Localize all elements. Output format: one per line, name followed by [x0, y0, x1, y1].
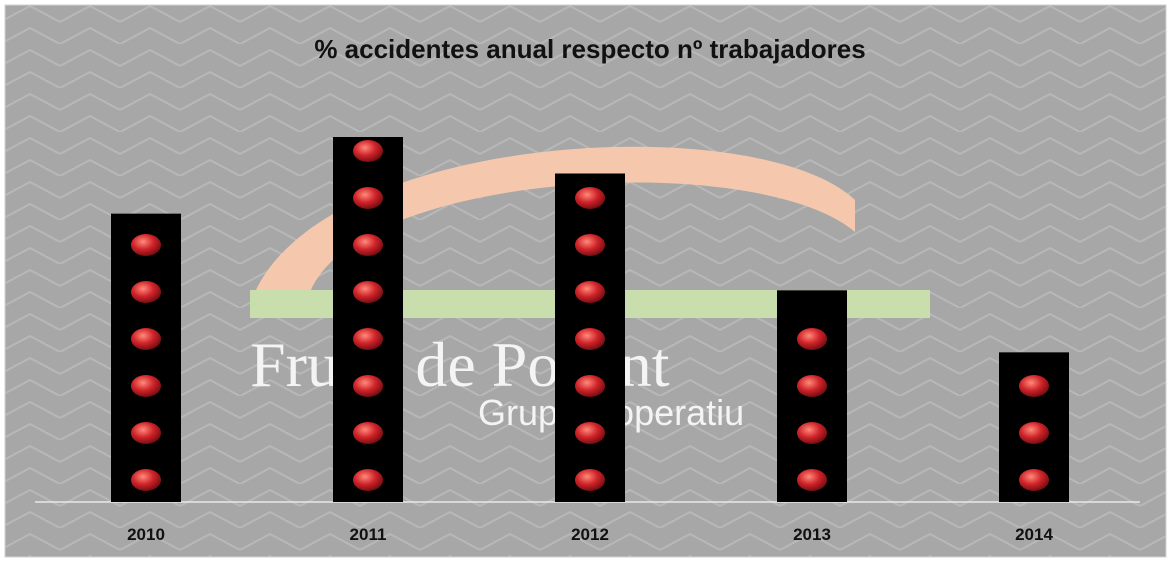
apple-icon	[1019, 375, 1049, 397]
chart-title: % accidentes anual respecto nº trabajado…	[314, 34, 865, 64]
apple-icon	[131, 328, 161, 350]
bar	[111, 213, 181, 502]
apple-icon	[1019, 422, 1049, 444]
apple-icon	[131, 234, 161, 256]
apple-icon	[131, 422, 161, 444]
apple-icon	[353, 422, 383, 444]
apple-icon	[1019, 469, 1049, 491]
bars	[111, 137, 1069, 502]
apple-icon	[353, 140, 383, 162]
apple-icon	[575, 375, 605, 397]
apple-icon	[575, 422, 605, 444]
x-tick-label: 2010	[127, 525, 165, 544]
apple-icon	[353, 281, 383, 303]
apple-icon	[797, 375, 827, 397]
x-tick-label: 2014	[1015, 525, 1053, 544]
apple-icon	[575, 234, 605, 256]
apple-icon	[131, 281, 161, 303]
apple-icon	[575, 281, 605, 303]
apple-icon	[797, 328, 827, 350]
apple-icon	[353, 328, 383, 350]
apple-icon	[353, 234, 383, 256]
apple-icon	[575, 187, 605, 209]
apple-icon	[131, 375, 161, 397]
apple-icon	[575, 469, 605, 491]
apple-icon	[797, 469, 827, 491]
apple-icon	[353, 469, 383, 491]
apple-icon	[575, 328, 605, 350]
logo-arc	[255, 146, 855, 292]
x-tick-label: 2011	[350, 525, 387, 544]
x-tick-label: 2013	[793, 525, 831, 544]
apple-icon	[353, 187, 383, 209]
apple-icon	[797, 422, 827, 444]
apple-icon	[131, 469, 161, 491]
x-tick-label: 2012	[571, 525, 609, 544]
apple-icon	[353, 375, 383, 397]
